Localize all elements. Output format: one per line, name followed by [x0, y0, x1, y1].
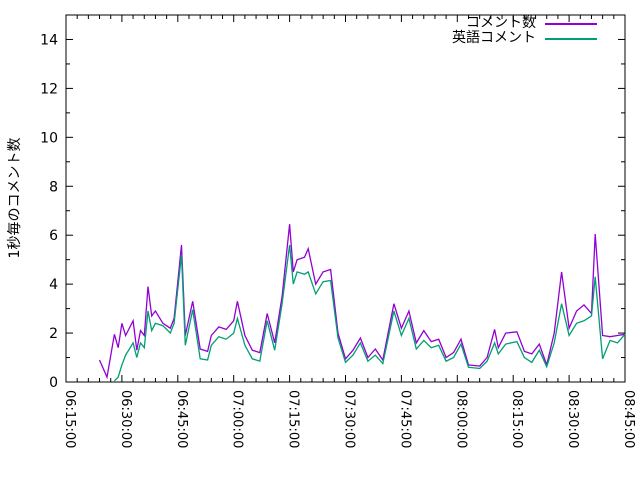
- x-tick-label: 07:45:00: [397, 390, 412, 448]
- x-tick-label: 08:15:00: [509, 390, 524, 448]
- y-axis-title: 1秒毎のコメント数: [7, 137, 23, 259]
- y-tick-label: 6: [49, 228, 58, 244]
- y-tick-label: 2: [49, 326, 58, 342]
- legend-line-sample-english-comments: [545, 37, 597, 40]
- y-tick-label: 10: [40, 130, 58, 146]
- legend-item-comments: コメント数: [452, 16, 597, 31]
- series-line-english-comments: [113, 244, 626, 382]
- series-line-comments: [98, 224, 626, 380]
- plot-border: [65, 14, 626, 383]
- y-tick-label: 14: [40, 32, 58, 48]
- y-tick-label: 8: [49, 179, 58, 195]
- x-tick-label: 07:30:00: [342, 390, 357, 448]
- x-tick-label: 06:30:00: [118, 390, 133, 448]
- legend: コメント数 英語コメント: [452, 16, 597, 46]
- y-tick-label: 0: [49, 375, 58, 391]
- legend-item-english-comments: 英語コメント: [452, 31, 597, 46]
- x-tick-label: 08:00:00: [453, 390, 468, 448]
- legend-label-comments: コメント数: [466, 15, 536, 31]
- y-tick-label: 4: [49, 277, 58, 293]
- legend-label-english-comments: 英語コメント: [452, 30, 536, 46]
- x-tick-label: 07:15:00: [286, 390, 301, 448]
- x-tick-label: 06:15:00: [62, 390, 77, 448]
- x-tick-label: 07:00:00: [230, 390, 245, 448]
- y-tick-label: 12: [40, 81, 58, 97]
- x-tick-label: 08:45:00: [621, 390, 636, 448]
- x-tick-label: 06:45:00: [174, 390, 189, 448]
- x-tick-label: 08:30:00: [565, 390, 580, 448]
- legend-line-sample-comments: [545, 22, 597, 25]
